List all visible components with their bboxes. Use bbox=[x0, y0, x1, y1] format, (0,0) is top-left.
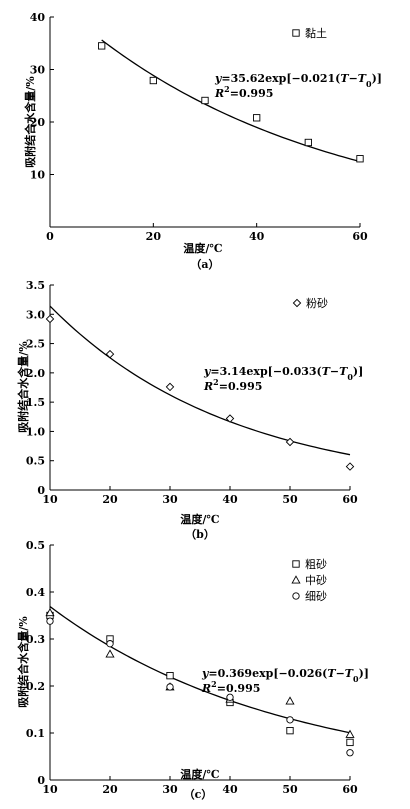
x-tick-label: 60 bbox=[342, 493, 358, 506]
x-tick-label: 40 bbox=[222, 493, 238, 506]
y-tick-label: 40 bbox=[30, 11, 46, 24]
chart-panel-c: 10 20 30 40 50 60 0 0.1 0.2 0.3 0.4 0.5 温度/℃ 吸附结合水含量/… bbox=[16, 539, 369, 801]
x-tick-label: 20 bbox=[102, 783, 118, 796]
y-tick-label: 0 bbox=[37, 484, 45, 497]
x-tick-label: 60 bbox=[342, 783, 358, 796]
legend-marker-square bbox=[292, 29, 300, 37]
data-point-square bbox=[286, 727, 294, 735]
data-point-triangle bbox=[285, 696, 295, 705]
legend-marker-triangle bbox=[291, 575, 301, 584]
data-point-diamond bbox=[105, 349, 115, 359]
data-point-triangle bbox=[45, 607, 55, 617]
data-point-diamond bbox=[345, 462, 355, 471]
legend-label: 细砂 bbox=[305, 590, 327, 603]
fit-r-squared: R2=0.995 bbox=[203, 377, 262, 393]
data-point-square bbox=[346, 738, 354, 747]
y-tick-label: 20 bbox=[30, 116, 46, 129]
x-axis-label: 温度/℃ bbox=[180, 512, 219, 526]
data-point-triangle bbox=[105, 649, 115, 658]
fit-curve bbox=[49, 606, 351, 734]
x-tick-label: 10 bbox=[42, 783, 58, 796]
y-tick-label: 3.5 bbox=[26, 279, 45, 292]
fit-r-squared: R2=0.995 bbox=[214, 84, 273, 100]
x-tick-label: 30 bbox=[162, 783, 178, 796]
panel-caption: （a） bbox=[190, 258, 219, 271]
data-point-square bbox=[98, 42, 106, 50]
x-tick-label: 40 bbox=[249, 230, 265, 243]
y-tick-label: 0.4 bbox=[26, 586, 45, 599]
y-tick-label: 0 bbox=[37, 774, 45, 787]
y-tick-label: 10 bbox=[30, 169, 46, 182]
x-tick-label: 20 bbox=[102, 493, 118, 506]
data-point-square bbox=[149, 76, 157, 85]
x-tick-label: 0 bbox=[46, 230, 54, 243]
data-point-diamond bbox=[225, 414, 235, 423]
data-point-square bbox=[356, 155, 364, 163]
data-point-square bbox=[166, 672, 174, 680]
data-point-circle bbox=[166, 683, 174, 691]
x-tick-label: 60 bbox=[352, 230, 368, 243]
y-tick-label: 0.5 bbox=[26, 455, 45, 468]
y-tick-label: 0.1 bbox=[26, 727, 45, 740]
fit-equation: y=3.14exp[−0.033(T−T0)] bbox=[203, 365, 363, 382]
fit-equation: y=35.62exp[−0.021(T−T0)] bbox=[214, 72, 382, 89]
x-tick-label: 50 bbox=[282, 493, 298, 506]
fit-r-squared: R2=0.995 bbox=[201, 679, 260, 695]
data-point-circle bbox=[226, 693, 234, 701]
data-point-circle bbox=[346, 749, 354, 757]
x-axis-label: 温度/℃ bbox=[180, 767, 219, 781]
legend-marker-square bbox=[292, 560, 300, 568]
data-point-diamond bbox=[285, 437, 295, 447]
y-tick-label: 2.0 bbox=[26, 367, 45, 380]
fit-equation: y=0.369exp[−0.026(T−T0)] bbox=[201, 667, 369, 684]
x-tick-label: 30 bbox=[162, 493, 178, 506]
data-point-square bbox=[253, 114, 261, 122]
y-tick-label: 2.5 bbox=[26, 338, 45, 351]
data-point-square bbox=[304, 138, 312, 147]
fit-curve bbox=[49, 305, 351, 456]
x-tick-label: 20 bbox=[146, 230, 162, 243]
y-tick-label: 30 bbox=[30, 64, 46, 77]
data-point-diamond bbox=[45, 314, 55, 324]
y-tick-label: 1.0 bbox=[26, 425, 45, 438]
panel-caption: （b） bbox=[185, 528, 215, 541]
y-axis-label: 吸附结合水含量/% bbox=[23, 76, 37, 168]
legend-label: 黏土 bbox=[305, 26, 327, 40]
legend-marker-diamond bbox=[292, 298, 302, 308]
legend-label: 粉砂 bbox=[306, 297, 328, 310]
legend-label: 粗砂 bbox=[305, 558, 327, 571]
data-point-circle bbox=[286, 716, 294, 724]
data-point-circle bbox=[46, 617, 54, 625]
data-point-circle bbox=[106, 640, 114, 648]
x-tick-label: 40 bbox=[222, 783, 238, 796]
x-tick-label: 10 bbox=[42, 493, 58, 506]
fit-curve bbox=[101, 39, 361, 163]
legend-marker-circle bbox=[292, 592, 300, 600]
y-tick-label: 0.5 bbox=[26, 539, 45, 552]
data-point-square bbox=[201, 96, 209, 105]
data-point-triangle bbox=[345, 729, 355, 738]
chart-panel-a: 0 20 40 60 10 20 30 40 温度/℃ 吸附结合水含量/% （a） 黏土 y=35.62… bbox=[23, 11, 382, 271]
chart-panel-b: 10 20 30 40 50 60 0 0.5 1.0 1.5 2.0 2.5 3.0 3.5 温度/℃ 吸附… bbox=[16, 279, 363, 541]
y-tick-label: 0.2 bbox=[26, 680, 45, 693]
legend-label: 中砂 bbox=[305, 574, 327, 587]
y-tick-label: 3.0 bbox=[26, 308, 45, 321]
panel-caption: （c） bbox=[184, 788, 213, 801]
y-axis-label: 吸附结合水含量/% bbox=[16, 616, 30, 708]
y-axis-label: 吸附结合水含量/% bbox=[16, 341, 30, 433]
x-axis-label: 温度/℃ bbox=[183, 241, 222, 255]
data-point-diamond bbox=[165, 382, 175, 392]
x-tick-label: 50 bbox=[282, 783, 298, 796]
y-tick-label: 0.3 bbox=[26, 633, 45, 646]
y-tick-label: 1.5 bbox=[26, 396, 45, 409]
